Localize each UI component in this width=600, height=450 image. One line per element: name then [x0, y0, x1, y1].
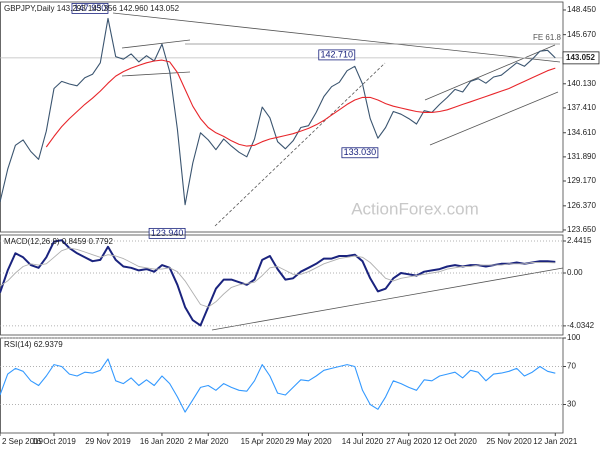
last-price-box	[562, 51, 600, 65]
y-tick-label: 134.610	[567, 128, 596, 137]
panel-frame	[0, 1, 564, 233]
x-tick-label: 16 Oct 2019	[32, 437, 76, 446]
annotation-box	[341, 147, 379, 159]
y-tick-label: -4.0342	[567, 321, 595, 330]
y-tick-label: 129.170	[567, 176, 596, 185]
panel-title: MACD(12,26,9) 0.8459 0.7792	[4, 237, 114, 246]
panel-frame	[0, 337, 564, 434]
y-tick-label: 131.890	[567, 152, 596, 161]
y-tick-label: 100	[567, 333, 581, 342]
last-price-label: 143.052	[566, 53, 595, 62]
x-tick-label: 2 Sep 2019	[2, 437, 43, 446]
panel-frame	[0, 234, 564, 336]
annotation-box	[71, 3, 109, 14]
series-line	[45, 59, 556, 148]
annotation-label: 142.710	[320, 49, 353, 59]
series-line	[0, 17, 556, 206]
channel-line	[429, 91, 559, 146]
x-tick-label: 15 Apr 2020	[241, 437, 285, 446]
trendline	[121, 39, 191, 49]
x-tick-label: 16 Jan 2020	[140, 437, 185, 446]
annotation-label: 133.030	[344, 147, 377, 157]
series-line	[0, 239, 556, 327]
annotation-label: 123.940	[151, 228, 184, 238]
x-tick-label: 27 Aug 2020	[386, 437, 431, 446]
panel-title: RSI(14) 62.9379	[4, 340, 63, 349]
x-tick-label: 29 Nov 2019	[85, 437, 131, 446]
y-tick-label: 0.00	[567, 268, 583, 277]
watermark: ActionForex.com	[351, 199, 479, 218]
trendlines	[112, 12, 564, 331]
annotation-box	[318, 49, 356, 61]
fe-label: FE 61.8	[533, 33, 562, 42]
x-tick-label: 2 Mar 2020	[188, 437, 229, 446]
x-tick-label: 29 May 2020	[285, 437, 332, 446]
y-tick-label: 123.650	[567, 225, 596, 234]
y-tick-label: 30	[567, 400, 576, 409]
y-tick-label: 137.410	[567, 103, 596, 112]
y-tick-label: 148.450	[567, 5, 596, 14]
series-line	[0, 247, 556, 308]
trendline	[211, 267, 564, 331]
y-tick-label: 140.130	[567, 79, 596, 88]
y-tick-label: 70	[567, 362, 576, 371]
channel-line	[424, 44, 556, 101]
trendline	[112, 12, 561, 63]
y-tick-label: 126.370	[567, 201, 596, 210]
y-tick-label: 145.670	[567, 30, 596, 39]
annotation-box	[148, 227, 186, 239]
x-tick-label: 12 Jan 2021	[533, 437, 578, 446]
y-tick-label: 2.4415	[567, 236, 592, 245]
x-tick-label: 12 Oct 2020	[433, 437, 477, 446]
panel-title: GBPJPY,Daily 143.293 143.356 142.960 143…	[4, 4, 180, 13]
x-tick-label: 14 Jul 2020	[342, 437, 384, 446]
trendline	[214, 62, 386, 227]
trendline	[121, 71, 191, 77]
annotation-label: 147.950	[74, 3, 107, 13]
series-line	[0, 358, 556, 413]
x-tick-label: 25 Nov 2020	[486, 437, 532, 446]
